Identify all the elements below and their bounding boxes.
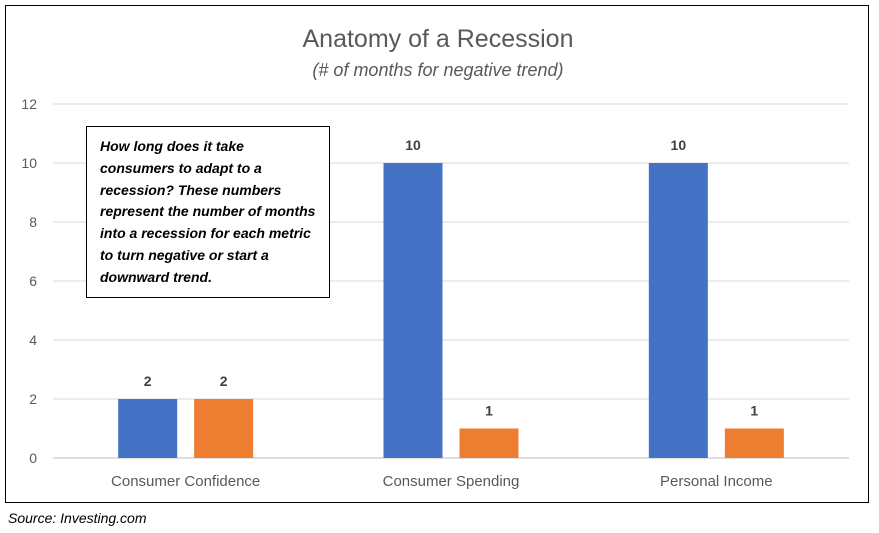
x-tick-label: Personal Income bbox=[660, 473, 773, 490]
chart-subtitle: (# of months for negative trend) bbox=[312, 60, 563, 80]
bar bbox=[724, 428, 784, 458]
y-tick-label: 0 bbox=[29, 450, 37, 466]
data-label: 10 bbox=[671, 137, 687, 153]
source-note: Source: Investing.com bbox=[8, 510, 147, 526]
chart-annotation: How long does it take consumers to adapt… bbox=[86, 126, 330, 298]
x-tick-label: Consumer Confidence bbox=[111, 473, 260, 490]
data-label: 10 bbox=[405, 137, 421, 153]
bar bbox=[194, 399, 254, 458]
bar bbox=[383, 163, 443, 458]
y-tick-label: 10 bbox=[21, 155, 37, 171]
data-label: 1 bbox=[750, 403, 758, 419]
bar bbox=[648, 163, 708, 458]
y-tick-label: 6 bbox=[29, 273, 37, 289]
data-label: 2 bbox=[144, 373, 152, 389]
data-label: 2 bbox=[220, 373, 228, 389]
chart-frame bbox=[5, 5, 869, 503]
data-label: 1 bbox=[485, 403, 493, 419]
y-tick-label: 4 bbox=[29, 332, 37, 348]
y-tick-label: 2 bbox=[29, 391, 37, 407]
y-tick-label: 8 bbox=[29, 214, 37, 230]
chart-title: Anatomy of a Recession bbox=[303, 25, 574, 53]
x-tick-label: Consumer Spending bbox=[383, 473, 520, 490]
bar bbox=[459, 428, 519, 458]
y-tick-label: 12 bbox=[21, 96, 37, 112]
bar bbox=[118, 399, 178, 458]
